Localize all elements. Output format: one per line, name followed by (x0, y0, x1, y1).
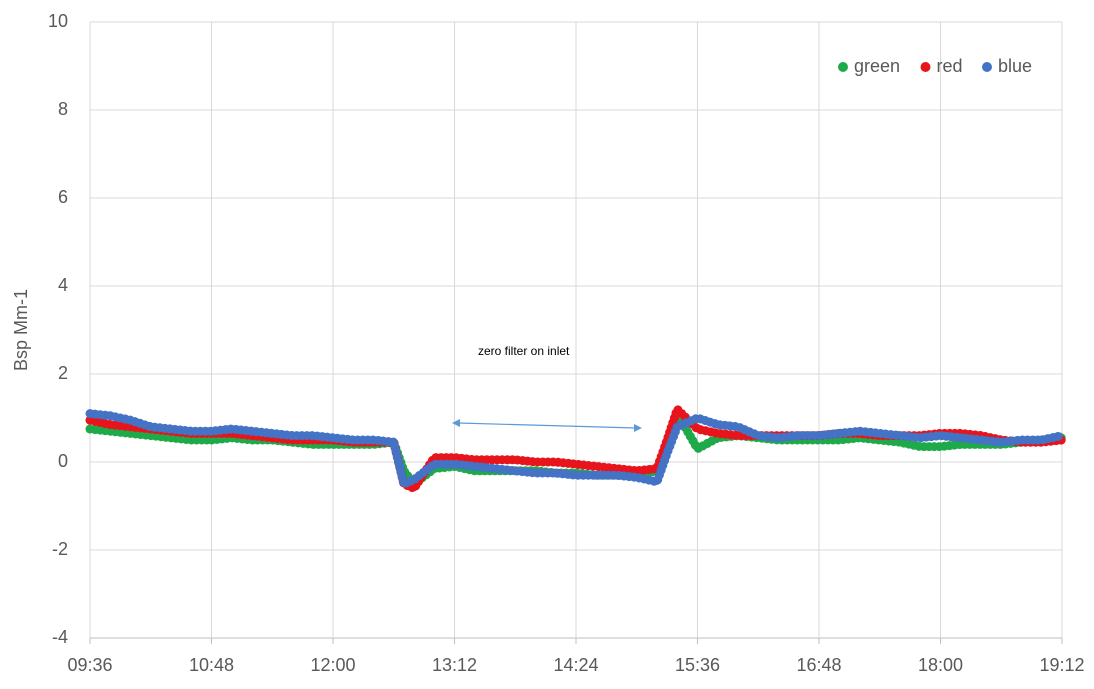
annotation: zero filter on inlet (478, 344, 570, 358)
annotation-box: zero filter on inlet (478, 344, 570, 358)
x-tick-label: 12:00 (310, 655, 355, 675)
x-tick-label: 09:36 (67, 655, 112, 675)
x-tick-label: 14:24 (553, 655, 598, 675)
y-tick-label: 2 (58, 363, 68, 383)
x-tick-label: 19:12 (1039, 655, 1084, 675)
legend-marker (920, 62, 931, 72)
y-tick-label: 0 (58, 451, 68, 471)
legend-marker (982, 62, 992, 72)
grid (89, 21, 1063, 639)
x-tick-label: 15:36 (675, 655, 720, 675)
y-tick-label: 6 (58, 187, 68, 207)
y-tick-label: -2 (52, 539, 68, 559)
x-tick-label: 18:00 (918, 655, 963, 675)
series-trace (89, 410, 1063, 487)
legend-label: blue (998, 56, 1032, 76)
x-tick-label: 16:48 (796, 655, 841, 675)
y-tick-label: 10 (48, 11, 68, 31)
annotation-arrow (452, 419, 642, 432)
x-tick-label: 10:48 (189, 655, 234, 675)
y-axis-label: Bsp Mm-1 (11, 289, 31, 371)
x-tick-label: 13:12 (432, 655, 477, 675)
y-tick-label: 8 (58, 99, 68, 119)
legend-marker (838, 62, 848, 72)
legend-label: green (854, 56, 900, 76)
legend-label: red (937, 56, 963, 76)
y-tick-label: -4 (52, 627, 68, 647)
y-tick-label: 4 (58, 275, 68, 295)
